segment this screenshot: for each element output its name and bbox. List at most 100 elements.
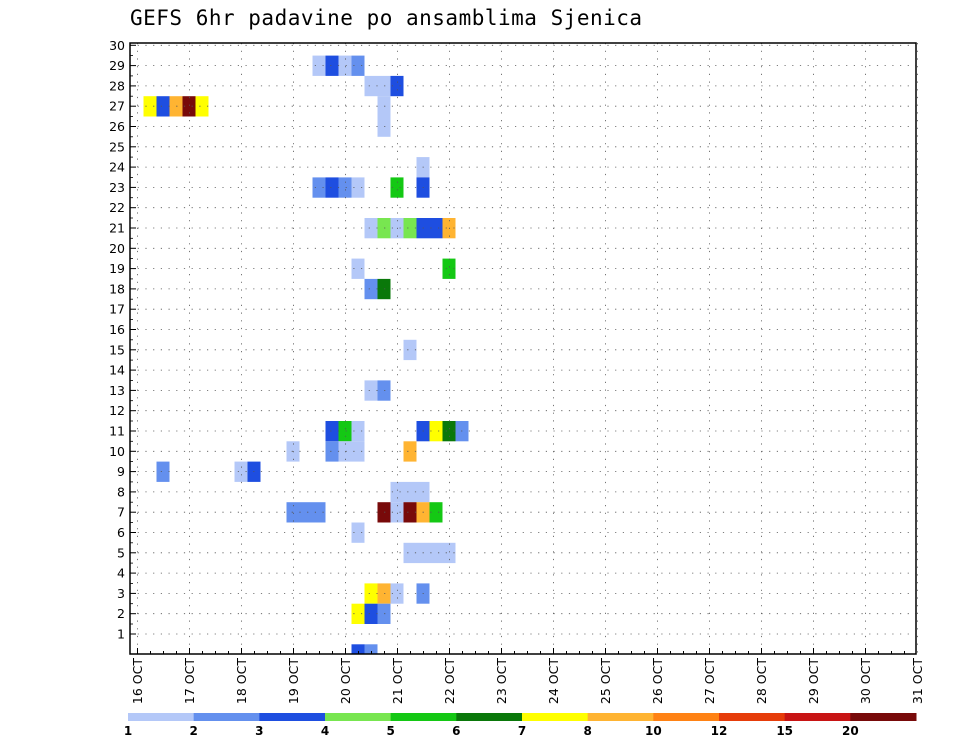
x-tick-label: 22 OCT [442,658,457,704]
heatmap-cell [312,55,326,76]
x-tick-label: 31 OCT [910,658,925,704]
heatmap-cell [364,380,378,401]
y-tick-label: 8 [117,484,125,499]
colorbar-label: 12 [711,724,728,738]
x-tick-label: 17 OCT [182,658,197,704]
heatmap-cell [351,603,365,624]
y-tick-label: 4 [117,566,125,581]
x-axis: 16 OCT 17 OCT 18 OCT 19 OCT 20 OCT 21 OCT 22 O… [130,648,925,704]
x-tick-label: 29 OCT [806,658,821,704]
y-tick-label: 5 [117,545,125,560]
heatmap-cell [312,177,326,198]
heatmap-cell [390,481,404,503]
y-tick-label: 23 [109,180,125,195]
y-tick-label: 21 [109,221,125,236]
heatmap-cell [377,603,391,624]
colorbar-swatch [653,713,720,721]
heatmap-cell [377,502,391,523]
heatmap-cell [429,218,443,239]
heatmap-cell [429,502,443,523]
heatmap-cell [377,75,391,97]
plot-frame [129,42,917,655]
heatmap-cell [390,177,404,198]
y-tick-label: 18 [109,281,125,296]
heatmap-cell [364,603,378,624]
heatmap-cell [403,218,417,239]
colorbar-swatch [587,713,654,721]
heatmap-cell [403,441,417,462]
y-tick-label: 11 [109,424,125,439]
colorbar-swatch [390,713,457,721]
heatmap-cell [351,177,365,198]
y-tick-label: 20 [109,241,125,256]
heatmap-cell [325,441,339,462]
heatmap-cell [312,502,326,523]
heatmap-cell [351,522,365,543]
heatmap-cells [143,55,469,654]
heatmap-cell [364,75,378,97]
y-tick-label: 27 [109,99,125,114]
x-tick-label: 24 OCT [546,658,561,704]
heatmap-cell [299,502,313,523]
y-tick-label: 26 [109,119,125,134]
heatmap-cell [442,421,456,442]
heatmap-cell [351,644,365,654]
y-tick-label: 29 [109,58,125,73]
chart-title: GEFS 6hr padavine po ansamblima Sjenica [130,6,643,30]
colorbar-label: 7 [518,724,526,738]
heatmap-cell [364,218,378,239]
colorbar-swatch [259,713,326,721]
colorbar-label: 6 [452,724,460,738]
heatmap-cell [377,218,391,239]
heatmap-cell [286,441,300,462]
heatmap-cell [403,481,417,503]
heatmap-cell [195,96,209,117]
x-tick-label: 30 OCT [858,658,873,704]
heatmap-cell [338,177,352,198]
y-tick-label: 12 [109,403,125,418]
heatmap-cell [442,258,456,279]
colorbar-label: 2 [189,724,197,738]
x-tick-label: 20 OCT [338,658,353,704]
colorbar-label: 5 [386,724,394,738]
colorbar-label: 1 [124,724,132,738]
colorbar-label: 8 [583,724,591,738]
heatmap-cell [403,339,417,361]
x-tick-label: 23 OCT [494,658,509,704]
heatmap-cell [325,421,339,442]
heatmap-cell [351,55,365,76]
heatmap-cell [325,55,339,76]
y-tick-label: 25 [109,139,125,154]
heatmap-cell [234,461,248,482]
y-tick-label: 10 [109,444,125,459]
y-axis: 1234567891011121314151617181920212223242… [109,38,136,642]
x-tick-label: 19 OCT [286,658,301,704]
heatmap-cell [351,441,365,462]
x-tick-label: 26 OCT [650,658,665,704]
heatmap-cell [429,421,443,442]
colorbar-swatch [719,713,786,721]
x-tick-label: 27 OCT [702,658,717,704]
x-tick-label: 25 OCT [598,658,613,704]
colorbar-legend: 1 2 3 4 5 6 7 8 10 12 15 20 [124,713,917,738]
y-tick-label: 16 [109,322,125,337]
y-tick-label: 17 [109,302,125,317]
heatmap-cell [377,380,391,401]
y-tick-label: 22 [109,200,125,215]
heatmap-cell [390,218,404,239]
y-tick-label: 3 [117,586,125,601]
colorbar-label: 4 [321,724,329,738]
heatmap-cell [182,96,196,117]
colorbar-swatch [784,713,851,721]
y-tick-label: 19 [109,261,125,276]
heatmap-cell [364,644,378,654]
x-tick-label: 18 OCT [234,658,249,704]
heatmap-cell [338,421,352,442]
colorbar-swatch [522,713,589,721]
heatmap-cell [156,96,170,117]
heatmap-cell [403,502,417,523]
colorbar-label: 10 [645,724,662,738]
heatmap-cell [377,116,391,137]
heatmap-cell [442,542,456,564]
